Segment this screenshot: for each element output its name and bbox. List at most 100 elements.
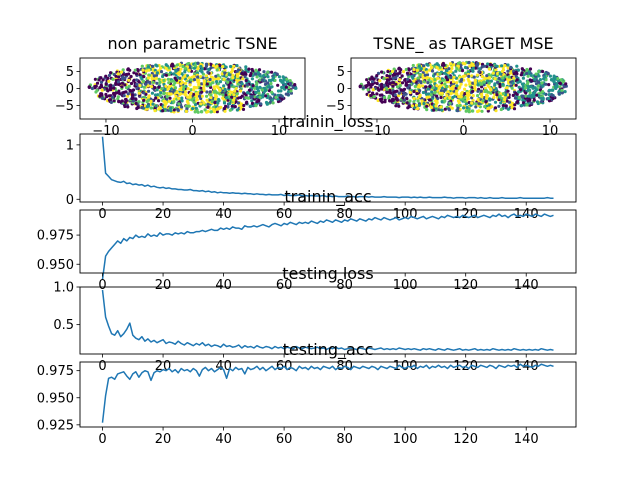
scatter-point [486,79,490,83]
scatter-point [199,86,203,90]
scatter-point [236,68,241,72]
scatter-point [206,102,210,106]
scatter-point [162,99,166,103]
scatter-point [218,88,222,92]
scatter-point [537,74,541,78]
scatter-point [440,91,444,95]
scatter-point [235,64,239,68]
scatter-point [459,63,463,67]
scatter-point [557,92,561,96]
scatter-point [235,108,239,112]
scatter-point [277,75,281,79]
scatter-point [269,96,273,100]
scatter-point [238,84,242,89]
scatter-point [448,96,452,100]
scatter-point [189,78,193,82]
scatter-point [188,83,192,87]
scatter-right-title: TSNE_ as TARGET MSE [372,34,553,54]
scatter-point [261,92,265,96]
scatter-point [247,88,251,92]
scatter-point [236,82,240,86]
scatter-point [493,106,498,110]
scatter-point [193,64,197,68]
scatter-point [209,110,213,114]
scatter-point [254,68,258,72]
scatter-point [398,83,402,88]
scatter-point [255,80,259,85]
scatter-point [498,85,502,89]
scatter-point [423,73,427,77]
scatter-point [491,71,495,75]
scatter-point [402,98,407,102]
scatter-point [416,76,420,80]
scatter-point [256,95,260,99]
scatter-point [394,82,398,86]
scatter-point [536,84,540,88]
scatter-point [405,83,409,87]
scatter-point [387,96,391,100]
scatter-point [233,105,237,109]
x-tick-label: 0 [98,432,106,447]
scatter-point [465,91,470,95]
scatter-point [150,71,154,75]
scatter-point [109,71,113,75]
x-tick-label: 140 [514,278,539,293]
scatter-point [248,73,252,78]
scatter-point [182,85,186,89]
scatter-point [368,77,372,81]
scatter-point [418,93,422,97]
x-tick-label: −10 [363,124,390,139]
scatter-point [219,105,223,109]
scatter-point [460,78,464,82]
scatter-point [109,88,113,92]
scatter-point [501,92,506,96]
x-tick-label: 60 [276,278,293,293]
scatter-point [506,89,510,93]
scatter-point [480,65,484,69]
scatter-point [202,101,206,105]
scatter-point [421,71,425,75]
scatter-point [438,80,442,84]
scatter-point [499,107,503,112]
scatter-point [216,77,221,81]
scatter-point [177,96,181,100]
scatter-point [111,77,115,81]
scatter-point [228,108,232,112]
scatter-point [388,99,392,103]
x-tick-label: 20 [155,432,172,447]
scatter-point [463,99,467,104]
scatter-point [512,72,516,76]
scatter-point [515,100,520,104]
scatter-point [192,92,196,96]
scatter-point [155,81,159,85]
scatter-point [147,94,151,98]
scatter-point [488,98,492,102]
scatter-point [429,93,433,97]
scatter-point [548,74,553,78]
scatter-point [218,80,222,84]
scatter-point [455,84,459,88]
scatter-point [250,95,254,99]
scatter-point [154,104,158,108]
scatter-point [111,95,115,99]
scatter-point [480,109,484,113]
scatter-point [485,74,489,78]
scatter-point [195,95,199,99]
scatter-point [412,79,416,83]
scatter-point [223,71,227,75]
scatter-point [155,88,159,92]
y-tick-label: 5 [337,65,345,80]
scatter-point [397,104,401,108]
scatter-point [493,83,497,87]
scatter-point [194,106,198,110]
x-tick-label: 80 [336,207,353,222]
scatter-point [400,74,404,78]
scatter-point [457,86,461,90]
scatter-point [132,78,136,82]
scatter-point [456,64,460,68]
scatter-point [123,104,127,109]
scatter-point [509,80,513,84]
scatter-point [428,98,432,102]
scatter-point [458,68,462,72]
